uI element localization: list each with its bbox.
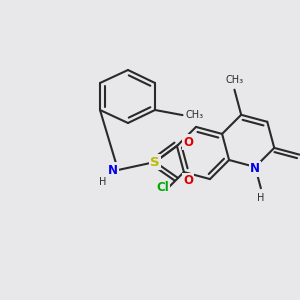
- Text: CH₃: CH₃: [185, 110, 204, 120]
- Text: H: H: [99, 177, 107, 187]
- Text: S: S: [150, 155, 160, 169]
- Text: N: N: [108, 164, 118, 176]
- Text: N: N: [250, 163, 260, 176]
- Text: CH₃: CH₃: [225, 75, 244, 85]
- Text: Cl: Cl: [156, 181, 169, 194]
- Text: O: O: [183, 175, 193, 188]
- Text: O: O: [183, 136, 193, 148]
- Text: H: H: [257, 193, 265, 203]
